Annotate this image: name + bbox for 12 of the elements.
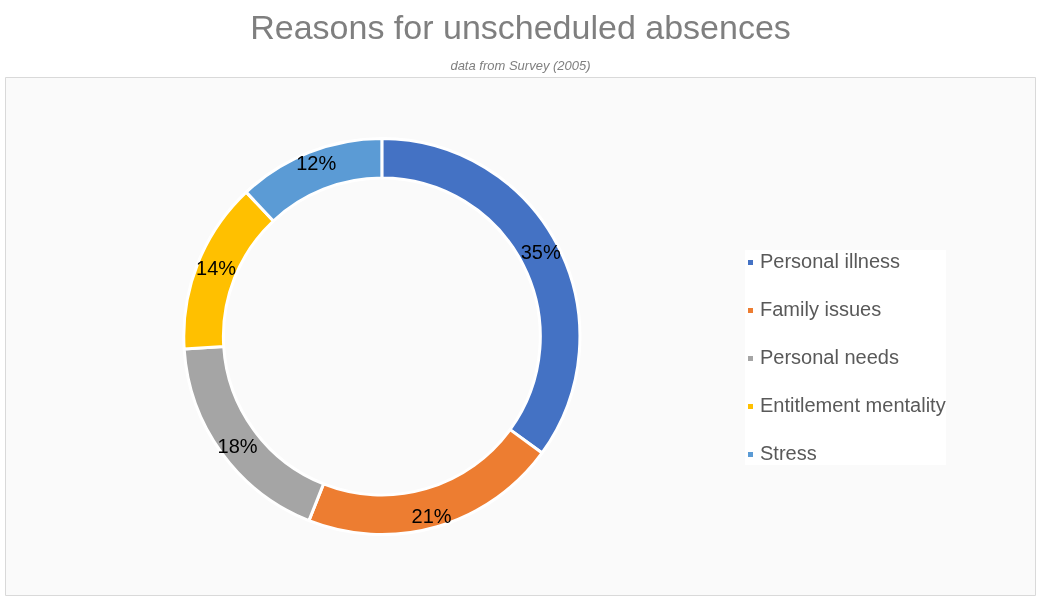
data-label: 12% (296, 152, 337, 175)
legend-label: Entitlement mentality (760, 394, 946, 417)
chart-subtitle: data from Survey (2005) (450, 57, 591, 73)
legend-label: Personal needs (760, 346, 899, 369)
data-label: 21% (411, 504, 452, 527)
data-label: 35% (520, 240, 561, 263)
data-label: 18% (217, 435, 258, 458)
data-label: 14% (196, 256, 237, 279)
legend-label: Stress (760, 442, 817, 465)
chart-title: Reasons for unscheduled absences (250, 7, 791, 46)
legend-label: Personal illness (760, 250, 901, 273)
legend-label: Family issues (760, 298, 882, 321)
